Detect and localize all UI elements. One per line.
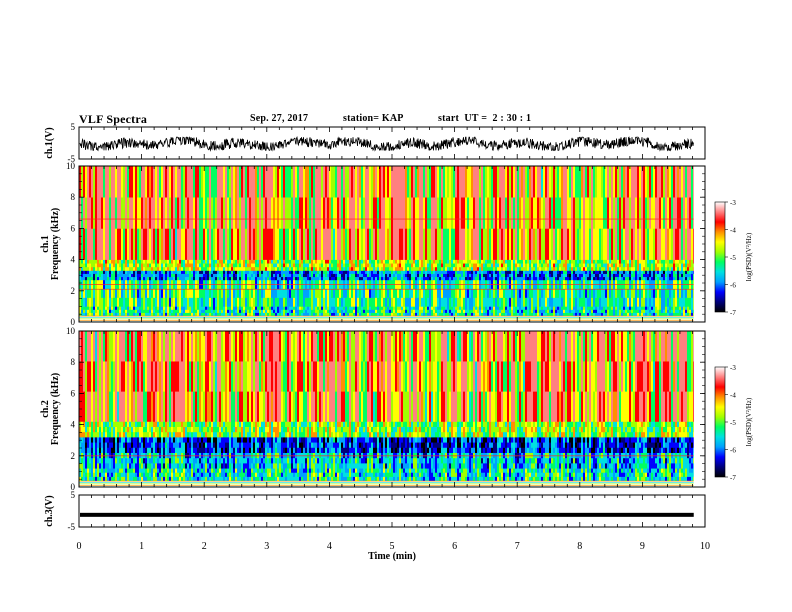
ch3-waveform-ytick-label: -5 [68, 522, 76, 532]
x-tick-label: 8 [577, 541, 582, 552]
ch1-colorbar-label: log(PSD)(V²/Hz) [745, 232, 753, 281]
x-tick-label: 0 [77, 541, 82, 552]
ch1-spec-ytick-label: 6 [71, 223, 76, 233]
ch3-waveform-ytick-label: 5 [71, 490, 76, 500]
ch2-spec-ytick-label: 2 [71, 451, 76, 461]
ch2-spec-ylabel: Frequency (kHz) [50, 373, 61, 445]
ch2-spec-ytick-label: 0 [71, 482, 76, 492]
station-label: station= KAP [343, 113, 404, 124]
ch2-spec-ytick-label: 4 [71, 420, 76, 430]
x-tick-label: 4 [327, 541, 332, 552]
ch1-colorbar-tick: -6 [730, 282, 736, 290]
ch1-colorbar-tick: -3 [730, 199, 736, 207]
ch1-colorbar-tick: -7 [730, 309, 736, 317]
ch2-colorbar-label: log(PSD)(V²/Hz) [745, 397, 753, 446]
ch2-spec-ylabel: ch.2 [40, 400, 51, 418]
ch1-spec-ylabel: ch.1 [40, 235, 51, 253]
ch1-waveform-ytick-label: -5 [68, 154, 76, 164]
ch2-colorbar [714, 366, 726, 478]
x-axis-label: Time (min) [368, 551, 416, 562]
start-time-label: start UT = 2 : 30 : 1 [438, 113, 532, 124]
x-tick-label: 7 [515, 541, 520, 552]
x-tick-label: 3 [264, 541, 269, 552]
ch1-colorbar-tick: -5 [730, 254, 736, 262]
ch1-colorbar-tick: -4 [730, 227, 736, 235]
ch3-waveform-ylabel: ch.3(V) [44, 495, 55, 526]
ch2-colorbar-tick: -7 [730, 474, 736, 482]
ch1-spec-ylabel: Frequency (kHz) [50, 208, 61, 280]
ch1-spec-ytick-label: 0 [71, 317, 76, 327]
ch2-spec-ytick-label: 6 [71, 388, 76, 398]
ch1-waveform-ylabel: ch.1(V) [44, 127, 55, 158]
ch1-spec-ytick-label: 10 [66, 161, 76, 171]
ch1-spectrogram [79, 166, 705, 322]
ch2-spectrogram [79, 331, 705, 487]
ch1-waveform-ytick-label: 5 [71, 122, 76, 132]
x-tick-label: 1 [139, 541, 144, 552]
ch2-colorbar-tick: -5 [730, 419, 736, 427]
x-tick-label: 5 [390, 541, 395, 552]
ch1-spec-ytick-label: 8 [71, 192, 76, 202]
ch3-trace [80, 512, 694, 517]
x-tick-label: 10 [700, 541, 710, 552]
date-label: Sep. 27, 2017 [250, 113, 309, 124]
ch1-spec-ytick-label: 2 [71, 286, 76, 296]
ch1-spec-ytick-label: 4 [71, 255, 76, 265]
ch1-trace [79, 136, 694, 152]
ch2-spec-ytick-label: 10 [66, 326, 76, 336]
ch2-colorbar-tick: -6 [730, 447, 736, 455]
chart-title: VLF Spectra [79, 112, 148, 126]
x-tick-label: 9 [640, 541, 645, 552]
ch2-colorbar-tick: -4 [730, 392, 736, 400]
x-tick-label: 2 [202, 541, 207, 552]
ch1-colorbar [714, 201, 726, 313]
ch2-colorbar-tick: -3 [730, 364, 736, 372]
ch2-spec-ytick-label: 8 [71, 357, 76, 367]
x-tick-label: 6 [452, 541, 457, 552]
